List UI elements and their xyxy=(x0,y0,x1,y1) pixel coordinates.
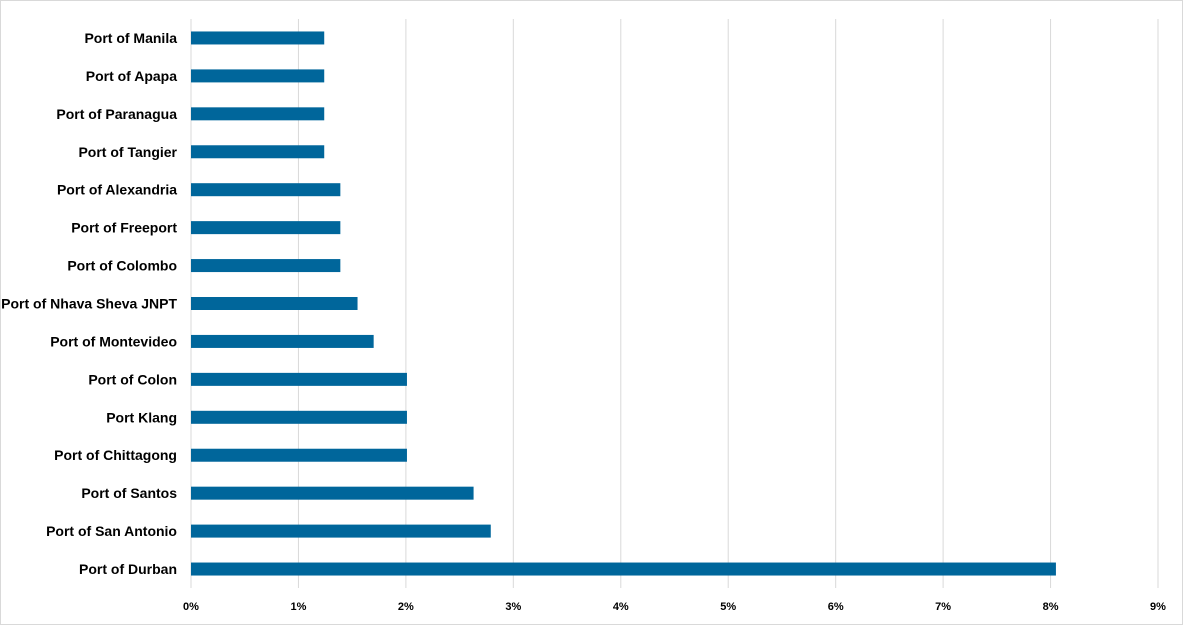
x-tick-label: 2% xyxy=(398,601,414,613)
category-label: Port Klang xyxy=(106,409,177,425)
bar xyxy=(191,334,374,348)
category-label: Port of Nhava Sheva JNPT xyxy=(1,296,177,312)
bar xyxy=(191,410,407,424)
category-label: Port of Apapa xyxy=(86,68,177,84)
bar xyxy=(191,372,407,386)
bar xyxy=(191,31,325,45)
category-label: Port of Durban xyxy=(79,561,177,577)
category-label: Port of Tangier xyxy=(78,144,177,160)
category-label: Port of San Antonio xyxy=(46,523,177,539)
bar xyxy=(191,524,491,538)
bar xyxy=(191,183,341,197)
bar xyxy=(191,69,325,83)
x-tick-label: 6% xyxy=(828,601,844,613)
category-label: Port of Colon xyxy=(88,371,177,387)
category-labels: Port of Manila Port of Apapa Port of Paran… xyxy=(1,30,177,577)
bar xyxy=(191,107,325,121)
bar xyxy=(191,221,341,235)
x-tick-label: 5% xyxy=(720,601,736,613)
category-label: Port of Colombo xyxy=(67,258,177,274)
x-tick-label: 7% xyxy=(935,601,951,613)
bar xyxy=(191,259,341,273)
category-label: Port of Manila xyxy=(84,30,177,46)
bar xyxy=(191,486,474,500)
x-tick-label: 3% xyxy=(505,601,521,613)
category-label: Port of Chittagong xyxy=(54,447,177,463)
x-tick-label: 8% xyxy=(1043,601,1059,613)
bar xyxy=(191,297,358,310)
x-tick-label: 4% xyxy=(613,601,629,613)
category-label: Port of Freeport xyxy=(71,220,177,236)
bar xyxy=(191,562,1056,576)
category-label: Port of Montevideo xyxy=(50,333,177,349)
x-axis-tick-labels: 0% 1% 2% 3% 4% 5% 6% 7% 8% 9% xyxy=(183,601,1166,613)
bar xyxy=(191,448,407,462)
category-label: Port of Alexandria xyxy=(57,182,177,198)
x-tick-label: 9% xyxy=(1150,601,1166,613)
category-label: Port of Paranagua xyxy=(56,106,177,122)
x-tick-label: 1% xyxy=(290,601,306,613)
category-label: Port of Santos xyxy=(81,485,177,501)
bars xyxy=(191,31,1056,576)
bar xyxy=(191,145,325,159)
x-tick-label: 0% xyxy=(183,601,199,613)
